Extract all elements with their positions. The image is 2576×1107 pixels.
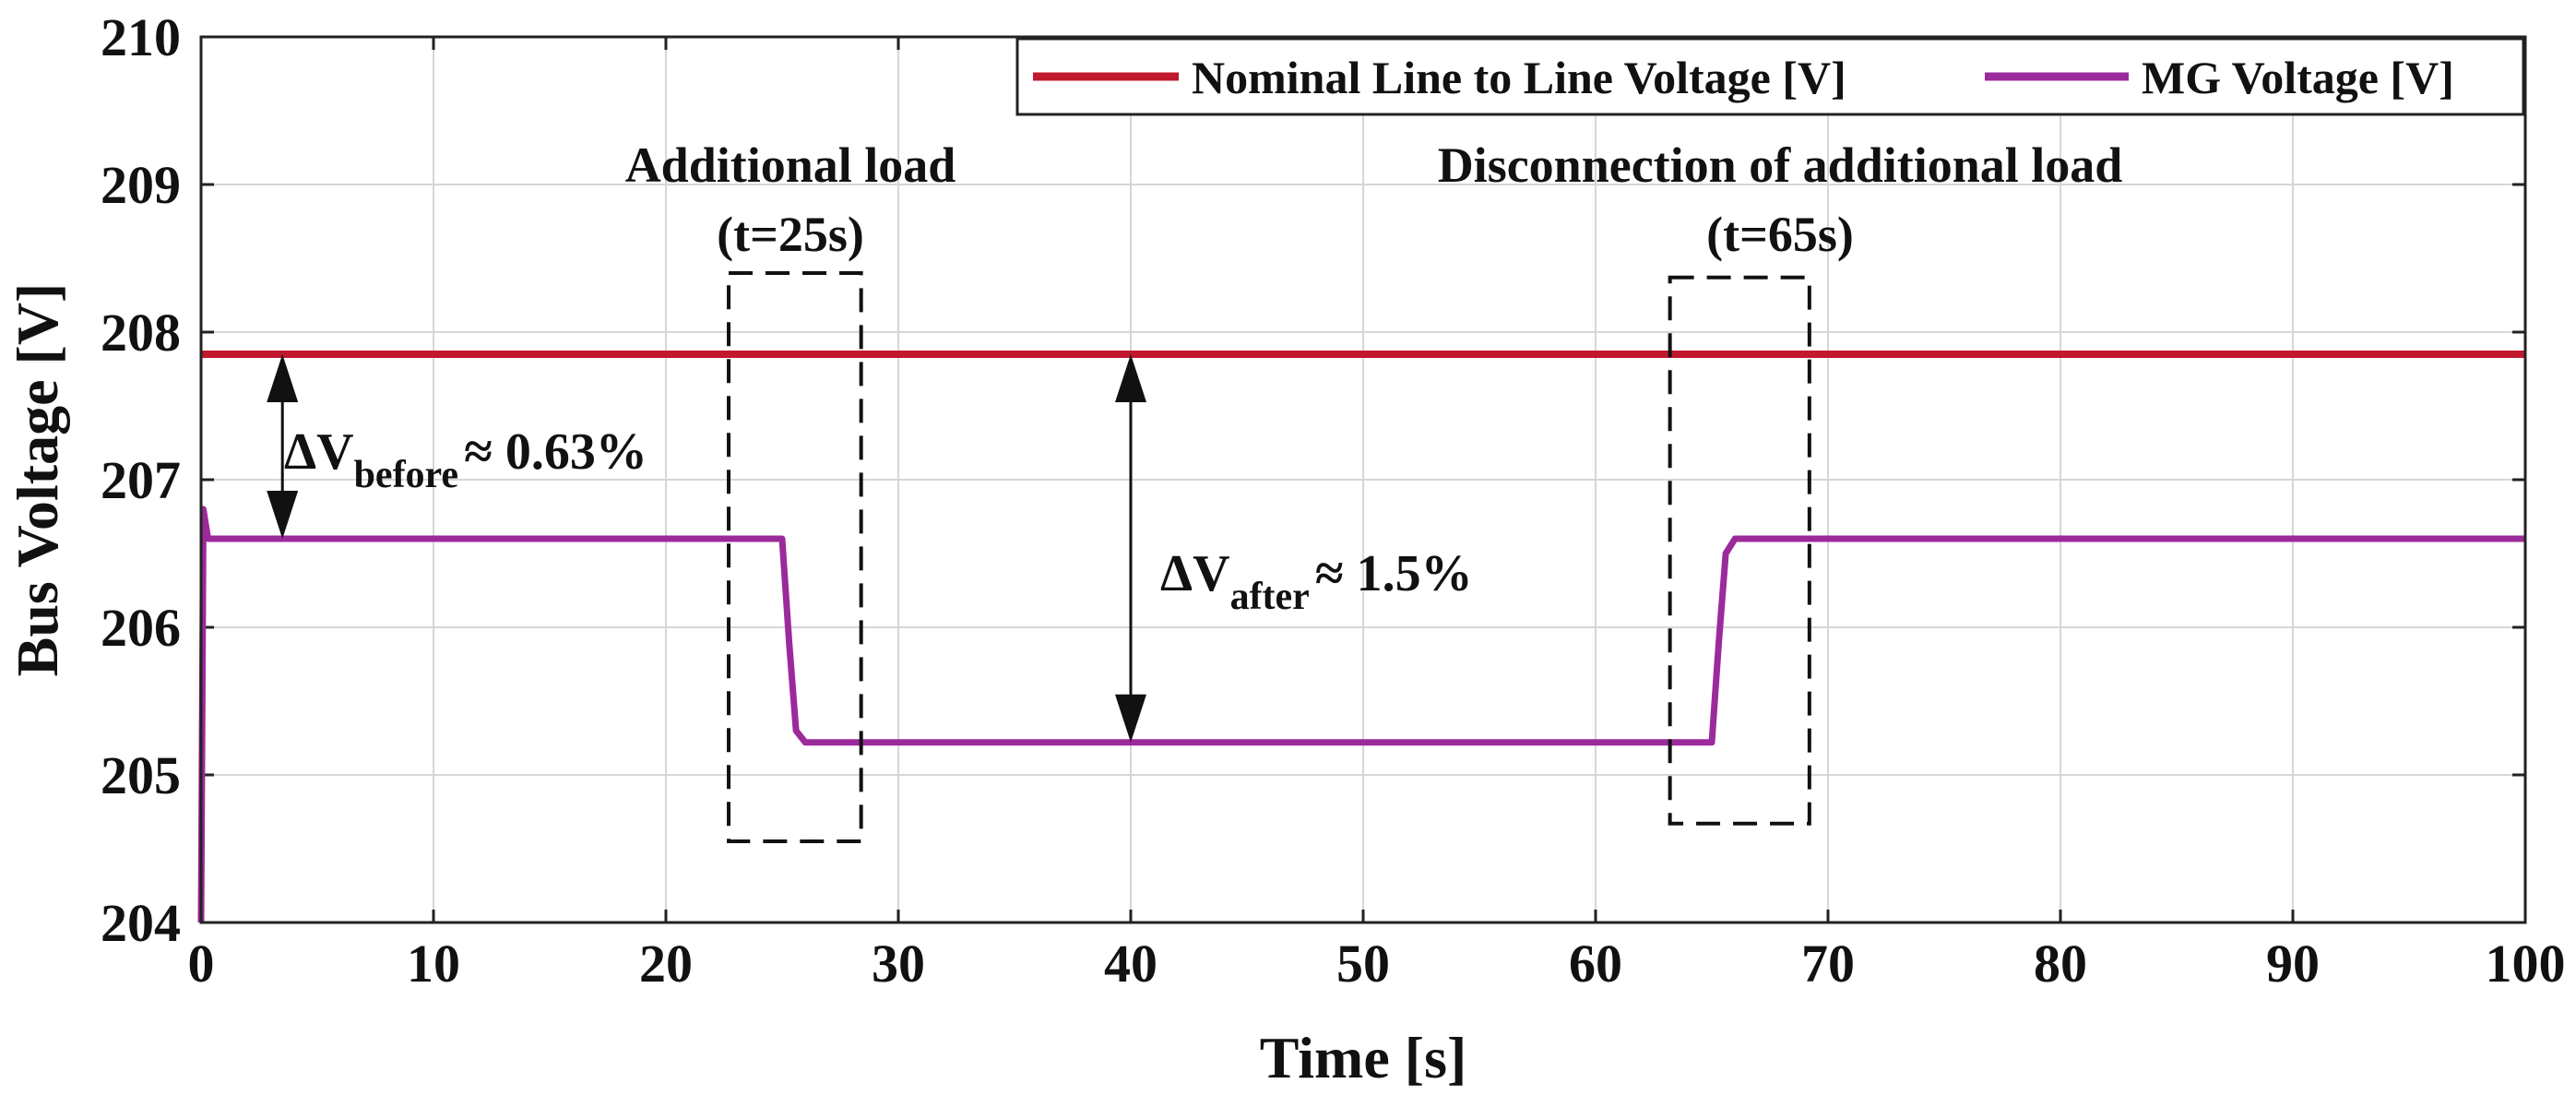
legend: Nominal Line to Line Voltage [V] MG Volt… (1015, 37, 2525, 116)
y-tick-label: 205 (101, 745, 181, 805)
dv-after-arrow (1115, 354, 1146, 743)
dv-before-label: ΔVbefore ≈ 0.63% (284, 423, 647, 496)
annotation-layer (267, 271, 1811, 843)
y-axis-ticks: 204 205 206 207 208 209 210 (101, 7, 2525, 953)
x-tick-label: 50 (1336, 934, 1390, 994)
x-tick-label: 30 (872, 934, 925, 994)
dv-before-arrow (267, 354, 299, 539)
event2-time: (t=65s) (1706, 207, 1854, 262)
x-tick-label: 70 (1801, 934, 1855, 994)
x-tick-label: 60 (1569, 934, 1622, 994)
x-tick-label: 20 (639, 934, 693, 994)
x-tick-label: 90 (2266, 934, 2320, 994)
event-box-disconnection (1668, 275, 1811, 826)
arrow-head-up (1115, 354, 1146, 402)
dv-after-sub: after (1230, 576, 1310, 618)
event1-time: (t=25s) (717, 207, 864, 262)
legend-label-nominal: Nominal Line to Line Voltage [V] (1192, 52, 1846, 103)
dv-before-value: ≈ 0.63% (464, 423, 647, 481)
dv-before-sub: before (354, 454, 459, 496)
legend-box (1015, 37, 2525, 116)
arrow-head-up (267, 354, 299, 402)
legend-label-mg: MG Voltage [V] (2142, 52, 2454, 103)
x-tick-label: 0 (188, 934, 215, 994)
event-box-additional-load (727, 271, 863, 843)
y-tick-label: 209 (101, 155, 181, 215)
plot-frame (199, 35, 2527, 924)
x-tick-label: 100 (2486, 934, 2566, 994)
y-tick-label: 210 (101, 7, 181, 67)
y-tick-label: 207 (101, 450, 181, 510)
dv-before-main: ΔV (284, 423, 354, 481)
series-line-mg-voltage (197, 506, 2525, 923)
dv-after-label: ΔVafter ≈ 1.5% (1160, 545, 1473, 618)
x-axis-label: Time [s] (1260, 1025, 1467, 1090)
y-tick-label: 208 (101, 303, 181, 363)
x-tick-label: 10 (407, 934, 460, 994)
y-tick-label: 204 (101, 893, 181, 953)
event2-title: Disconnection of additional load (1438, 137, 2123, 193)
series-layer (197, 351, 2525, 923)
arrow-head-down (1115, 694, 1146, 743)
dv-after-value: ≈ 1.5% (1315, 545, 1473, 602)
dv-after-main: ΔV (1160, 545, 1230, 602)
x-tick-label: 40 (1104, 934, 1157, 994)
x-tick-label: 80 (2034, 934, 2087, 994)
y-axis-label: Bus Voltage [V] (5, 283, 70, 677)
y-tick-label: 206 (101, 598, 181, 658)
event1-title: Additional load (625, 137, 956, 193)
arrow-head-down (267, 491, 299, 539)
